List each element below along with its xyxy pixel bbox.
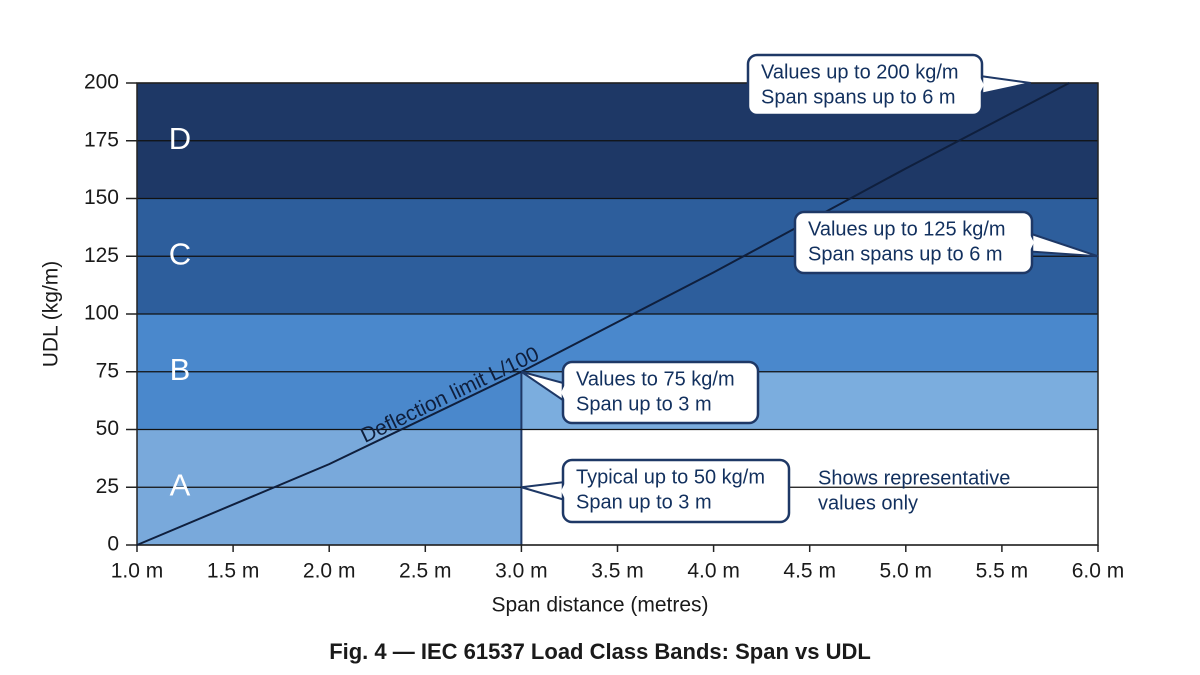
callout-text: Span up to 3 m [576,491,712,513]
plot-frame [136,82,1099,546]
y-tick-label: 25 [96,475,119,498]
x-tick-label: 3.5 m [591,560,644,583]
callout-text: Typical up to 50 kg/m [576,466,765,488]
x-tick-label: 1.0 m [111,560,164,583]
callout-text: Values up to 125 kg/m [808,218,1006,240]
x-tick-label: 2.5 m [399,560,452,583]
callout-text: Values up to 200 kg/m [761,61,959,83]
note-text: Shows representative [818,467,1010,489]
x-tick-label: 3.0 m [495,560,548,583]
x-tick-label: 4.0 m [687,560,740,583]
band-label: C [169,236,191,271]
x-tick-label: 5.5 m [976,560,1029,583]
x-tick-label: 4.5 m [783,560,836,583]
y-tick-label: 150 [84,186,119,209]
callout-joint [561,483,565,499]
y-tick-label: 175 [84,128,119,151]
y-tick-label: 50 [96,417,119,440]
callout-text: Values to 75 kg/m [576,368,735,390]
note-text: values only [818,492,918,514]
band-label: A [170,467,191,502]
callout-text: Span spans up to 6 m [808,243,1003,265]
band-label: B [170,352,191,387]
callout-text: Span spans up to 6 m [761,86,956,108]
y-tick-label: 75 [96,359,119,382]
x-axis-label: Span distance (metres) [491,594,708,617]
x-tick-label: 6.0 m [1072,560,1125,583]
callout-text: Span up to 3 m [576,393,712,415]
y-axis-label: UDL (kg/m) [40,261,63,368]
y-tick-label: 200 [84,71,119,94]
x-tick-label: 5.0 m [880,560,933,583]
deflection-line [136,82,1070,546]
callout-joint [980,77,984,93]
callout-pointer [521,480,566,502]
band-label: D [169,121,191,156]
callout-joint [1030,234,1034,251]
y-tick-label: 100 [84,302,119,325]
x-tick-label: 1.5 m [207,560,260,583]
x-tick-label: 2.0 m [303,560,356,583]
y-tick-label: 125 [84,244,119,267]
callout-joint [561,384,565,401]
chart-title: Fig. 4 — IEC 61537 Load Class Bands: Spa… [329,639,871,664]
y-tick-label: 0 [107,533,119,556]
